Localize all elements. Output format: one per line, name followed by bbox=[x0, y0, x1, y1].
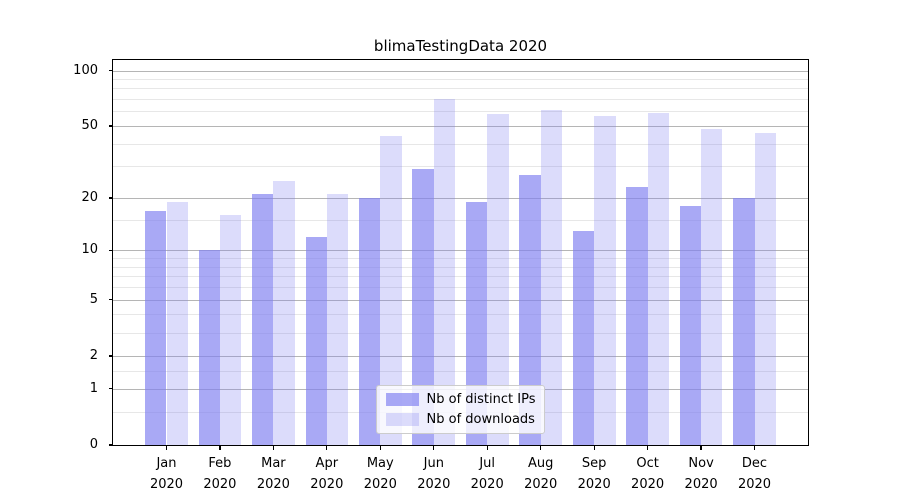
x-tick-label-feb: Feb 2020 bbox=[203, 456, 237, 492]
gridline-minor-6 bbox=[113, 287, 808, 289]
legend-label-distinct-ips: Nb of distinct IPs bbox=[426, 392, 536, 407]
gridline-minor-1_5 bbox=[113, 370, 808, 372]
x-tick-mark-jul bbox=[486, 445, 488, 450]
gridline-minor-60 bbox=[113, 111, 808, 113]
bar-downloads-dec bbox=[754, 132, 776, 445]
gridline-major-2 bbox=[113, 355, 808, 357]
gridline-minor-15 bbox=[113, 220, 808, 221]
y-tick-label-50: 50 bbox=[81, 118, 98, 133]
bar-distinct-ips-feb bbox=[198, 250, 220, 445]
x-tick-label-may: May 2020 bbox=[363, 456, 397, 492]
bar-distinct-ips-jun bbox=[412, 169, 434, 445]
bar-downloads-sep bbox=[594, 115, 616, 445]
x-tick-mark-dec bbox=[753, 445, 756, 450]
y-tick-label-5: 5 bbox=[89, 291, 98, 307]
y-tick-label-100: 100 bbox=[73, 62, 98, 78]
y-tick-mark-100 bbox=[108, 69, 113, 72]
y-tick-mark-1 bbox=[108, 388, 113, 390]
gridline-minor-70 bbox=[113, 99, 808, 101]
x-tick-label-jul: Jul 2020 bbox=[470, 456, 504, 492]
bar-distinct-ips-dec bbox=[733, 198, 755, 445]
gridline-minor-3 bbox=[113, 332, 808, 334]
gridline-minor-80 bbox=[113, 88, 808, 90]
plot-area: Nb of distinct IPs Nb of downloads bbox=[113, 60, 808, 445]
bar-distinct-ips-aug bbox=[519, 174, 541, 445]
gridline-minor-9 bbox=[113, 258, 808, 260]
x-tick-label-jun: Jun 2020 bbox=[417, 456, 451, 492]
x-tick-mark-oct bbox=[646, 445, 649, 450]
bar-downloads-jun bbox=[433, 99, 456, 445]
y-tick-mark-20 bbox=[108, 197, 113, 199]
gridline-minor-8 bbox=[113, 266, 808, 268]
x-tick-mark-feb bbox=[219, 445, 221, 450]
gridline-major-10 bbox=[113, 250, 808, 252]
x-tick-mark-nov bbox=[700, 445, 702, 450]
bar-distinct-ips-apr bbox=[305, 236, 327, 445]
legend-label-downloads: Nb of downloads bbox=[426, 412, 535, 427]
x-tick-mark-may bbox=[379, 445, 381, 450]
x-tick-label-oct: Oct 2020 bbox=[631, 456, 665, 492]
bar-downloads-mar bbox=[273, 180, 295, 445]
bar-downloads-jul bbox=[487, 114, 509, 445]
bar-downloads-may bbox=[380, 136, 402, 445]
legend-entry-downloads: Nb of downloads bbox=[385, 412, 536, 427]
gridline-major-100 bbox=[113, 70, 808, 72]
y-tick-label-1: 1 bbox=[89, 380, 98, 396]
bar-downloads-apr bbox=[326, 194, 349, 445]
x-tick-label-aug: Aug 2020 bbox=[524, 456, 558, 492]
y-tick-label-20: 20 bbox=[81, 190, 98, 205]
bar-distinct-ips-sep bbox=[572, 230, 595, 445]
chart-title: blimaTestingData 2020 bbox=[373, 37, 548, 55]
gridline-minor-7 bbox=[113, 276, 808, 278]
x-tick-label-dec: Dec 2020 bbox=[737, 456, 772, 492]
y-tick-mark-2 bbox=[108, 355, 113, 357]
x-tick-label-apr: Apr 2020 bbox=[310, 456, 344, 492]
bar-distinct-ips-may bbox=[358, 198, 381, 445]
x-tick-mark-sep bbox=[593, 445, 595, 450]
bar-downloads-oct bbox=[647, 112, 669, 445]
y-tick-label-10: 10 bbox=[81, 242, 98, 258]
gridline-minor-90 bbox=[113, 79, 808, 80]
bar-downloads-jan bbox=[166, 201, 188, 445]
bar-distinct-ips-jul bbox=[465, 201, 488, 445]
y-tick-mark-5 bbox=[108, 298, 113, 301]
x-tick-mark-mar bbox=[272, 445, 275, 450]
bar-distinct-ips-jan bbox=[145, 210, 167, 445]
x-tick-label-mar: Mar 2020 bbox=[256, 456, 290, 492]
x-tick-label-nov: Nov 2020 bbox=[684, 456, 718, 492]
x-tick-mark-jun bbox=[433, 445, 435, 450]
y-tick-mark-50 bbox=[108, 125, 113, 127]
bar-distinct-ips-oct bbox=[626, 187, 648, 445]
gridline-major-5 bbox=[113, 299, 808, 301]
legend-swatch-downloads bbox=[385, 413, 419, 426]
x-tick-label-sep: Sep 2020 bbox=[577, 456, 611, 492]
gridline-minor-40 bbox=[113, 143, 808, 145]
y-tick-label-2: 2 bbox=[89, 347, 98, 363]
gridline-major-20 bbox=[113, 198, 808, 199]
bar-downloads-nov bbox=[701, 129, 723, 445]
legend-entry-distinct-ips: Nb of distinct IPs bbox=[385, 392, 536, 407]
x-tick-label-jan: Jan 2020 bbox=[149, 456, 184, 492]
bar-downloads-aug bbox=[540, 110, 563, 445]
legend: Nb of distinct IPs Nb of downloads bbox=[375, 385, 546, 434]
bar-downloads-feb bbox=[219, 215, 242, 445]
gridline-minor-4 bbox=[113, 314, 808, 316]
bar-distinct-ips-mar bbox=[252, 194, 274, 445]
y-tick-mark-0 bbox=[108, 444, 113, 446]
x-tick-mark-aug bbox=[540, 445, 542, 450]
y-tick-mark-10 bbox=[108, 249, 113, 252]
x-tick-mark-jan bbox=[165, 445, 168, 450]
y-tick-label-0: 0 bbox=[89, 437, 98, 452]
bar-distinct-ips-nov bbox=[679, 206, 702, 445]
gridline-major-50 bbox=[113, 126, 808, 127]
x-tick-mark-apr bbox=[326, 445, 328, 450]
legend-swatch-distinct-ips bbox=[385, 393, 419, 406]
gridline-minor-30 bbox=[113, 166, 808, 168]
